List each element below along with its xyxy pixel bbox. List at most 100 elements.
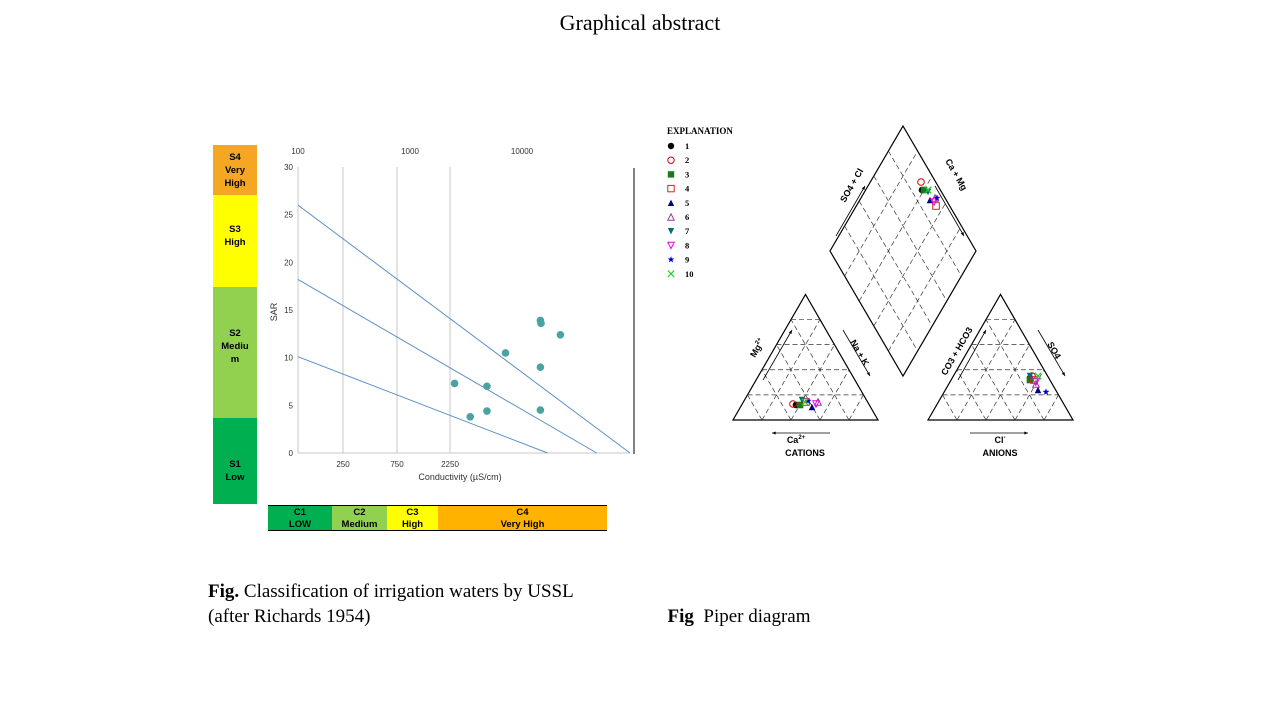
diamond-gridline	[858, 200, 933, 327]
x-axis-label: Conductivity (µS/cm)	[418, 472, 501, 482]
sample-point	[483, 382, 491, 391]
anion-triangle-gridline	[956, 369, 987, 421]
x-bottom-tick-label: 250	[336, 460, 350, 469]
piper-sample-marker	[801, 398, 809, 406]
s2-code: S2	[229, 328, 241, 339]
c4-label: Very High	[500, 519, 545, 530]
cation-triangle-gridline	[747, 394, 763, 421]
x-bottom-tick-label: 2250	[441, 460, 459, 469]
piper-sample-marker	[1042, 388, 1050, 395]
ussl-caption-text2: (after Richards 1954)	[208, 606, 371, 627]
piper-sample-marker	[798, 396, 806, 404]
c1-code: C1	[293, 507, 307, 518]
piper-diagram: EXPLANATION 1 2 3 4 5 6 7 8 9 10 Mg2+ Na + K Ca2+…	[666, 124, 1075, 458]
x-top-tick-label: 100	[291, 147, 305, 156]
c2-code: C2	[353, 507, 366, 518]
cation-triangle-gridline	[848, 394, 864, 421]
legend-label: 5	[685, 198, 689, 208]
axis-arrowhead	[866, 372, 870, 376]
hazard-boundary-line	[297, 356, 548, 454]
salinity-hazard-c3: C3 High	[387, 505, 438, 531]
piper-sample-marker	[1030, 376, 1038, 384]
sodium-hazard-s1: S1 Low	[213, 418, 257, 504]
axis-arrowhead	[861, 186, 865, 190]
nak-label: Na + K	[848, 338, 871, 368]
legend-label: 1	[685, 141, 689, 151]
x-top-tick-label: 10000	[511, 147, 534, 156]
axis-arrowhead	[982, 330, 986, 334]
cation-triangle	[731, 293, 880, 421]
axis-arrowhead	[1061, 372, 1065, 376]
piper-sample-marker	[813, 397, 823, 406]
legend-label: 4	[685, 184, 690, 194]
legend-label: 2	[685, 155, 689, 165]
c3-code: C3	[406, 507, 419, 518]
diamond-gridline	[844, 225, 918, 352]
piper-sample-marker	[789, 400, 797, 408]
anions-label: ANIONS	[982, 448, 1017, 458]
diamond-gridline	[873, 200, 948, 327]
axis-arrow	[835, 185, 866, 237]
mg-label: Mg2+	[748, 336, 767, 359]
diamond-gridline	[873, 175, 948, 302]
diamond-gridline	[888, 150, 962, 277]
legend-label: 9	[685, 255, 689, 265]
s1-label: Low	[225, 472, 245, 483]
c3-label: High	[401, 519, 424, 530]
legend-title: EXPLANATION	[667, 126, 733, 136]
piper-sample-marker	[811, 400, 821, 409]
salinity-hazard-c2: C2 Medium	[332, 505, 387, 531]
page-title: Graphical abstract	[559, 10, 721, 35]
piper-sample-marker	[932, 202, 940, 210]
sample-point	[536, 406, 545, 414]
legend-label: 7	[685, 226, 690, 236]
legend-marker-triangle-filled	[667, 199, 675, 206]
x-top-tick-label: 1000	[401, 147, 419, 156]
legend-marker-circle-open	[667, 156, 675, 164]
cation-triangle-gridline	[776, 344, 821, 421]
legend-label: 3	[685, 169, 689, 179]
diamond-gridline	[858, 175, 933, 302]
anion-triangle-gridline	[1043, 394, 1059, 421]
sample-point	[466, 412, 475, 421]
piper-legend: EXPLANATION 1 2 3 4 5 6 7 8 9 10	[666, 126, 733, 279]
legend-label: 6	[685, 212, 689, 222]
s3-code: S3	[229, 224, 241, 235]
piper-sample-marker	[933, 194, 941, 201]
legend-marker-circle-filled	[667, 142, 675, 150]
legend-label: 8	[685, 240, 689, 250]
axis-arrowhead	[1024, 431, 1028, 435]
piper-sample-marker	[808, 403, 816, 411]
sample-point	[537, 319, 545, 328]
cl-label: Cl-	[995, 435, 1006, 445]
ussl-caption-text: Classification of irrigation waters by U…	[239, 581, 574, 602]
y-tick-label: 20	[284, 258, 293, 267]
cations-label: CATIONS	[785, 448, 825, 458]
piper-caption-text: Piper diagram	[693, 606, 811, 627]
legend-marker-triangle-down-open	[666, 241, 676, 250]
piper-sample-marker	[1026, 372, 1034, 380]
s2-label: Medium	[221, 341, 249, 365]
piper-sample-marker	[924, 186, 932, 194]
ca-mg-label: Ca + Mg	[943, 157, 969, 192]
piper-sample-marker	[796, 401, 804, 409]
axis-arrow	[762, 329, 793, 381]
legend-label: 10	[685, 269, 694, 279]
legend-marker-x	[667, 270, 675, 278]
cation-triangle-gridline	[761, 369, 792, 421]
s1-code: S1	[229, 459, 241, 470]
ussl-diagram: 0 5 10 15 20 25 30 250 750 2250 100 1000 10000 Condu…	[269, 147, 635, 482]
c1-label: LOW	[288, 519, 312, 530]
sodium-hazard-s2: S2 Medium	[213, 287, 257, 418]
hazard-boundary-line	[297, 279, 597, 454]
cation-triangle-gridline	[790, 344, 835, 421]
piper-caption-prefix: Fig	[667, 606, 694, 627]
cation-triangle-gridline	[790, 319, 850, 421]
diamond-gridline	[888, 225, 962, 352]
hazard-boundary-line	[297, 204, 631, 454]
piper-sample-marker	[1034, 372, 1042, 380]
legend-marker-star	[667, 256, 675, 263]
s4-code: S4	[229, 151, 241, 163]
piper-sample-marker	[804, 397, 812, 404]
ca-label: Ca2+	[787, 435, 806, 445]
